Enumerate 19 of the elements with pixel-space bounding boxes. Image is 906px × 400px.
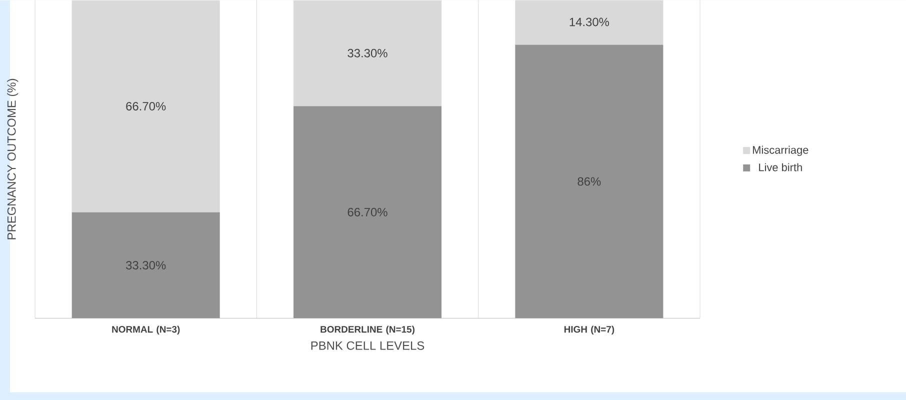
x-tick-label: NORMAL (N=3) <box>112 326 180 334</box>
bar <box>294 106 442 318</box>
bar <box>72 0 220 212</box>
bar <box>72 212 220 318</box>
data-label: 33.30% <box>126 260 166 270</box>
bar <box>515 0 664 45</box>
y-axis-title: PREGNANCY OUTCOME (%) <box>7 78 18 240</box>
legend-label: Live birth <box>759 163 802 172</box>
legend-label: Miscarriage <box>753 146 808 156</box>
data-label: 66.70% <box>126 102 166 110</box>
bar <box>294 0 442 106</box>
x-axis-title: PBNK CELL LEVELS <box>311 341 424 350</box>
data-label: 66.70% <box>348 208 388 216</box>
data-label: 14.30% <box>570 18 610 26</box>
x-tick-label: HIGH (N=7) <box>564 326 614 334</box>
x-tick-label: BORDERLINE (N=15) <box>320 326 414 334</box>
data-label: 33.30% <box>348 48 388 58</box>
bar <box>515 44 664 318</box>
data-label: 86% <box>578 177 601 186</box>
